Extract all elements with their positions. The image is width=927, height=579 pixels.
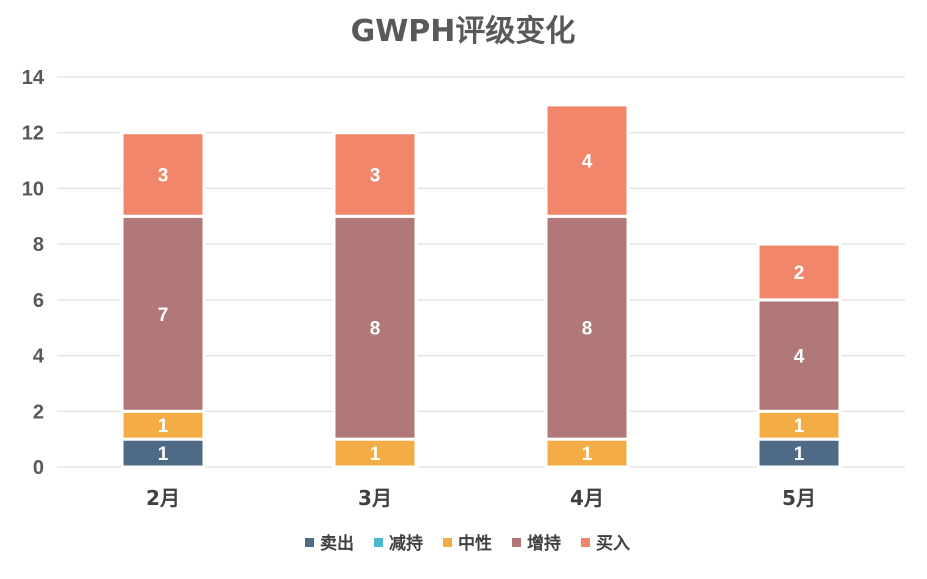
bar-segment: 1	[756, 409, 842, 441]
legend-label: 买入	[596, 534, 630, 554]
bar	[332, 437, 418, 469]
data-label: 7	[158, 305, 169, 326]
bar	[332, 131, 418, 218]
legend-item: 中性	[443, 533, 492, 554]
legend-swatch	[581, 538, 590, 547]
data-label: 3	[370, 166, 381, 187]
data-label: 1	[794, 416, 805, 437]
data-label: 1	[582, 444, 593, 465]
bar-segment: 3	[120, 131, 206, 218]
y-tick-label: 12	[22, 123, 44, 145]
data-label: 2	[794, 263, 805, 284]
bar-segment: 8	[544, 214, 630, 441]
bar	[120, 437, 206, 469]
y-tick-label: 10	[22, 178, 44, 200]
bar	[756, 242, 842, 302]
data-label: 4	[582, 152, 593, 173]
x-axis: 2月 3月 4月 5月	[146, 486, 816, 510]
bar	[544, 103, 630, 218]
bar-segment: 4	[544, 103, 630, 218]
bar-segment: 4	[756, 298, 842, 413]
bar	[120, 214, 206, 413]
legend-label: 中性	[458, 533, 492, 554]
legend-label: 卖出	[320, 533, 354, 554]
data-label: 8	[370, 319, 381, 340]
chart-title: GWPH评级变化	[351, 14, 576, 49]
bar-segment: 1	[120, 437, 206, 469]
bar	[544, 214, 630, 441]
legend-swatch	[443, 538, 452, 547]
legend-label: 减持	[389, 533, 423, 554]
bar-segment: 8	[332, 214, 418, 441]
bar-segment: 7	[120, 214, 206, 413]
bar-segment: 1	[544, 437, 630, 469]
legend-item: 减持	[374, 533, 423, 554]
x-tick-label: 3月	[358, 486, 392, 510]
legend-item: 卖出	[305, 533, 354, 554]
bar-segment: 2	[756, 242, 842, 302]
bar-segment: 1	[332, 437, 418, 469]
y-tick-label: 4	[33, 346, 45, 368]
legend-swatch	[374, 538, 383, 547]
x-tick-label: 2月	[146, 486, 180, 510]
data-label: 3	[158, 166, 169, 187]
x-tick-label: 5月	[782, 486, 816, 510]
legend: 卖出 减持 中性 增持 买入	[305, 533, 630, 554]
data-label: 1	[794, 444, 805, 465]
y-tick-label: 0	[33, 457, 44, 479]
bar-segment: 1	[756, 437, 842, 469]
bar-segment: 3	[332, 131, 418, 218]
data-label: 1	[370, 444, 381, 465]
legend-swatch	[305, 538, 314, 547]
y-tick-label: 2	[33, 401, 44, 423]
bar	[120, 131, 206, 218]
data-label: 1	[158, 416, 169, 437]
legend-swatch	[512, 538, 521, 547]
bar-segment: 1	[120, 409, 206, 441]
x-tick-label: 4月	[570, 486, 604, 510]
data-label: 4	[794, 347, 805, 368]
y-tick-label: 6	[33, 290, 44, 312]
data-label: 1	[158, 444, 169, 465]
y-tick-label: 14	[22, 67, 45, 89]
y-axis: 0 2 4 6 8 10 12 14	[22, 67, 45, 479]
legend-item: 买入	[581, 534, 630, 554]
bar	[756, 298, 842, 413]
bar	[756, 437, 842, 469]
legend-label: 增持	[527, 533, 561, 554]
data-label: 8	[582, 319, 593, 340]
legend-item: 增持	[512, 533, 561, 554]
y-tick-label: 8	[33, 234, 44, 256]
